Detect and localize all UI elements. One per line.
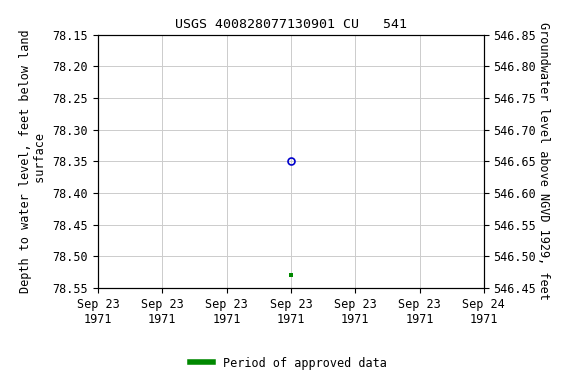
Title: USGS 400828077130901 CU   541: USGS 400828077130901 CU 541 <box>175 18 407 31</box>
Legend: Period of approved data: Period of approved data <box>185 352 391 374</box>
Y-axis label: Groundwater level above NGVD 1929, feet: Groundwater level above NGVD 1929, feet <box>537 22 550 300</box>
Y-axis label: Depth to water level, feet below land
 surface: Depth to water level, feet below land su… <box>19 30 47 293</box>
